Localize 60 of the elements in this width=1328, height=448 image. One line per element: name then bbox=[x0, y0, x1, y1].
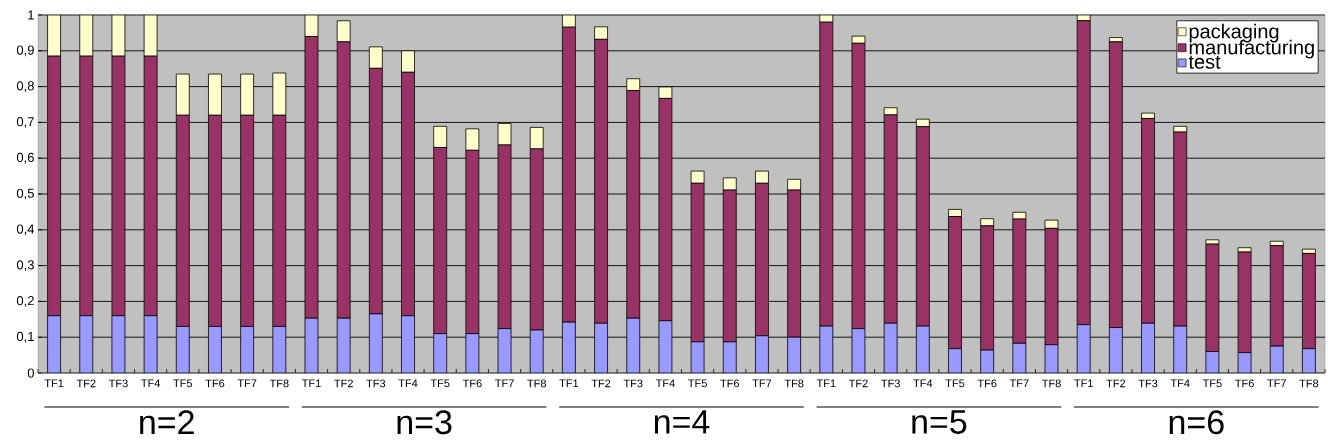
x-tick-label: TF7 bbox=[495, 379, 514, 388]
x-tick-label: TF5 bbox=[1202, 379, 1222, 388]
text: n=2 bbox=[140, 410, 194, 434]
y-tick-label: 0 bbox=[27, 368, 34, 378]
bar bbox=[79, 315, 94, 373]
x-tick-label: TF5 bbox=[688, 379, 707, 388]
x-tick-label: TF4 bbox=[141, 379, 161, 388]
y-tick-label: 0,3 bbox=[16, 260, 34, 271]
x-tick-label: TF4 bbox=[655, 379, 675, 388]
x-tick-label: TF2 bbox=[1106, 379, 1126, 388]
y-tick-label: 0,2 bbox=[16, 296, 34, 307]
x-tick-label: TF7 bbox=[1009, 379, 1029, 388]
y-tick-label: 0,4 bbox=[16, 224, 35, 236]
bar bbox=[401, 315, 415, 373]
y-tick-label: 0,5 bbox=[16, 188, 34, 200]
bar bbox=[1076, 324, 1091, 373]
x-tick-label: TF1 bbox=[559, 379, 579, 388]
x-tick-label: TF8 bbox=[784, 379, 804, 388]
x-tick-label: TF1 bbox=[44, 379, 64, 388]
x-tick-label: TF1 bbox=[1074, 379, 1093, 388]
x-tick-label: TF6 bbox=[977, 379, 997, 388]
y-tick-label: 0,6 bbox=[16, 152, 34, 164]
x-tick-label: TF4 bbox=[913, 379, 933, 388]
x-tick-label: TF6 bbox=[462, 379, 482, 388]
y-tick-label: 0,8 bbox=[16, 81, 34, 92]
x-tick-label: TF1 bbox=[816, 379, 836, 388]
text: n=4 bbox=[654, 410, 710, 434]
x-tick-label: TF1 bbox=[301, 379, 321, 388]
x-tick-label: TF3 bbox=[881, 379, 900, 388]
text: n=6 bbox=[1169, 410, 1224, 435]
x-tick-label: TF7 bbox=[1267, 379, 1286, 388]
x-tick-label: TF6 bbox=[1235, 379, 1254, 388]
y-tick-label: 1 bbox=[28, 10, 34, 20]
x-tick-label: TF3 bbox=[366, 379, 386, 388]
x-tick-label: TF2 bbox=[848, 379, 868, 388]
text: n=3 bbox=[397, 410, 452, 435]
x-tick-label: TF3 bbox=[623, 379, 643, 388]
y-tick-label: 0,1 bbox=[16, 331, 34, 343]
x-tick-label: TF4 bbox=[398, 379, 418, 388]
x-tick-label: TF2 bbox=[334, 379, 353, 388]
x-tick-label: TF3 bbox=[1138, 379, 1158, 388]
x-tick-label: TF7 bbox=[752, 379, 772, 388]
y-tick-label: 0,9 bbox=[16, 45, 34, 57]
bar bbox=[47, 315, 61, 373]
x-tick-label: TF7 bbox=[237, 379, 257, 388]
x-tick-label: TF8 bbox=[1041, 379, 1061, 388]
x-tick-label: TF8 bbox=[527, 379, 547, 388]
x-tick-label: TF5 bbox=[945, 379, 965, 388]
x-tick-label: TF6 bbox=[720, 379, 740, 388]
x-tick-label: TF6 bbox=[205, 379, 225, 388]
x-tick-label: TF4 bbox=[1170, 379, 1190, 388]
x-tick-label: TF5 bbox=[173, 379, 193, 388]
x-tick-label: TF2 bbox=[76, 379, 96, 388]
x-tick-label: TF2 bbox=[591, 379, 611, 388]
x-tick-label: TF3 bbox=[108, 379, 128, 388]
x-tick-label: TF5 bbox=[430, 379, 450, 388]
x-tick-label: TF8 bbox=[269, 379, 289, 388]
text: n=5 bbox=[912, 410, 967, 434]
x-tick-label: TF8 bbox=[1299, 379, 1319, 388]
y-tick-label: 0,7 bbox=[16, 117, 34, 128]
